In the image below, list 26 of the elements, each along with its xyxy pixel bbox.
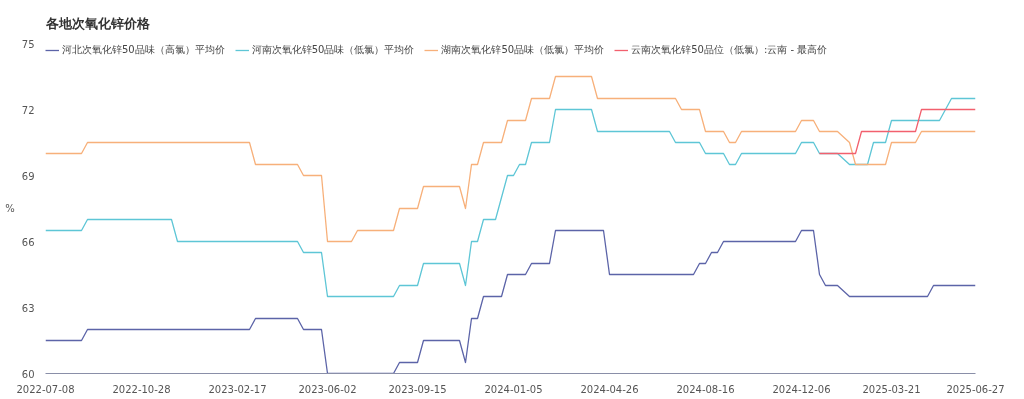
x-tick-label: 2023-06-02 — [298, 383, 357, 395]
y-tick-label: 63 — [21, 302, 35, 314]
y-tick-label: 75 — [21, 38, 35, 50]
y-axis-title: % — [5, 203, 15, 214]
x-tick-label: 2024-01-05 — [484, 383, 543, 395]
legend-label: 湖南次氧化锌50品味（低氯）平均价 — [441, 43, 605, 57]
x-tick-label: 2025-03-21 — [862, 383, 921, 395]
y-tick-label: 60 — [21, 368, 35, 380]
legend-label: 河南次氧化锌50品味（低氯）平均价 — [251, 43, 415, 57]
y-tick-label: 69 — [21, 170, 35, 182]
legend-label: 云南次氧化锌50品位（低氯）:云南 - 最高价 — [631, 43, 828, 57]
y-tick-label: 66 — [21, 236, 35, 248]
y-tick-label: 72 — [21, 104, 35, 116]
line-series — [45, 229, 976, 374]
x-tick-label: 2022-10-28 — [112, 383, 171, 395]
chart-title: 各地次氧化锌价格 — [44, 15, 151, 31]
x-tick-label: 2024-08-16 — [676, 383, 735, 395]
x-tick-label: 2024-04-26 — [580, 383, 639, 395]
line-series — [45, 97, 976, 298]
x-tick-label: 2023-02-17 — [208, 383, 267, 395]
x-tick-label: 2022-07-08 — [16, 383, 75, 395]
legend-label: 河北次氧化锌50品味（高氯）平均价 — [62, 43, 225, 57]
x-tick-label: 2024-12-06 — [772, 383, 831, 395]
line-series — [45, 75, 976, 243]
x-tick-label: 2023-09-15 — [388, 383, 447, 395]
x-tick-label: 2025-06-27 — [946, 383, 1005, 395]
